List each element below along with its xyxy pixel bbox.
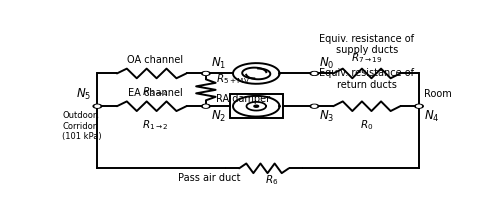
- Text: $N_2$: $N_2$: [210, 109, 226, 124]
- Text: $R_{3\rightarrow4}$: $R_{3\rightarrow4}$: [142, 86, 169, 99]
- Text: RA damper: RA damper: [216, 94, 270, 104]
- Text: Equiv. resistance of
supply ducts: Equiv. resistance of supply ducts: [319, 34, 414, 55]
- Text: $N_5$: $N_5$: [76, 87, 92, 102]
- Text: EA channel: EA channel: [128, 88, 183, 98]
- Circle shape: [202, 104, 210, 108]
- Circle shape: [204, 72, 208, 75]
- Text: $N_1$: $N_1$: [210, 56, 226, 71]
- Circle shape: [254, 105, 258, 107]
- Circle shape: [312, 72, 316, 75]
- Text: Pass air duct: Pass air duct: [178, 173, 241, 183]
- Text: Equiv. resistance of
return ducts: Equiv. resistance of return ducts: [319, 68, 414, 90]
- Text: $N_0$: $N_0$: [319, 56, 334, 71]
- Text: Room: Room: [424, 89, 452, 99]
- Text: $N_3$: $N_3$: [319, 109, 334, 124]
- Text: $R_{5+\mathrm{MV}}$: $R_{5+\mathrm{MV}}$: [216, 72, 250, 86]
- Circle shape: [202, 71, 210, 75]
- Text: $R_{7\rightarrow19}$: $R_{7\rightarrow19}$: [351, 51, 382, 65]
- Circle shape: [414, 104, 424, 108]
- Circle shape: [93, 104, 102, 108]
- Circle shape: [416, 105, 422, 107]
- Bar: [230, 94, 283, 118]
- Text: $R_6$: $R_6$: [265, 173, 278, 187]
- Text: $R_0$: $R_0$: [360, 118, 374, 132]
- Text: Outdoor,
Corridor
(101 kPa): Outdoor, Corridor (101 kPa): [62, 111, 102, 141]
- Circle shape: [312, 105, 316, 107]
- Circle shape: [204, 105, 208, 107]
- Text: $N_4$: $N_4$: [424, 109, 439, 124]
- Text: $R_{1\rightarrow2}$: $R_{1\rightarrow2}$: [142, 118, 169, 132]
- Circle shape: [310, 104, 318, 108]
- Circle shape: [310, 71, 318, 75]
- Text: OA channel: OA channel: [128, 55, 184, 65]
- Circle shape: [95, 105, 100, 107]
